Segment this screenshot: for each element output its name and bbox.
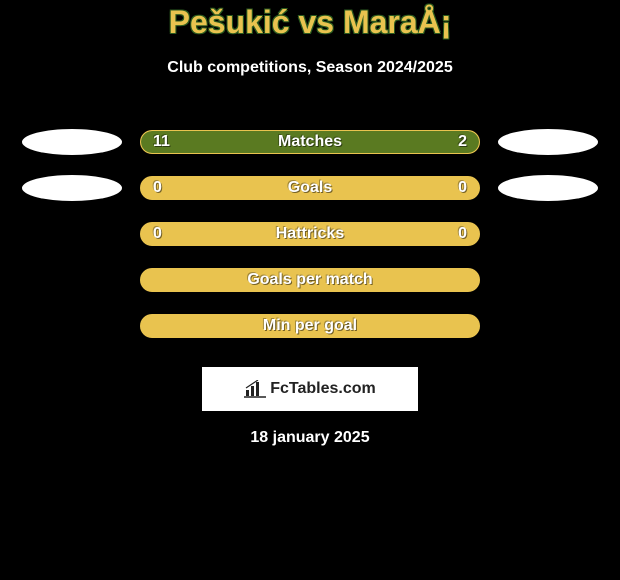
brand-text: FcTables.com: [270, 380, 376, 398]
stat-label: Matches: [278, 133, 342, 151]
page-title: Pešukić vs MaraÅ¡: [0, 4, 620, 41]
stats-rows: 11 Matches 2 0 Goals 0 0 Hattr: [0, 119, 620, 349]
date: 18 january 2025: [0, 429, 620, 447]
player-right-oval: [498, 221, 598, 247]
player-left-oval: [22, 313, 122, 339]
player-left-oval: [22, 267, 122, 293]
stat-label: Goals per match: [247, 271, 372, 289]
stat-bar: 0 Hattricks 0: [140, 222, 480, 246]
stat-left-value: 0: [153, 225, 162, 243]
subtitle: Club competitions, Season 2024/2025: [0, 59, 620, 77]
stat-row: 0 Hattricks 0: [0, 211, 620, 257]
stat-right-value: 0: [458, 225, 467, 243]
bar-fill-right: [405, 131, 479, 153]
stat-label: Hattricks: [276, 225, 344, 243]
bar-fill-left: [141, 131, 405, 153]
stat-bar: Min per goal: [140, 314, 480, 338]
attribution-box: FcTables.com: [202, 367, 418, 411]
player-left-oval: [22, 221, 122, 247]
player-right-oval: [498, 267, 598, 293]
stat-bar: 11 Matches 2: [140, 130, 480, 154]
chart-icon: [244, 380, 266, 398]
stat-right-value: 2: [458, 133, 467, 151]
stat-left-value: 11: [153, 133, 170, 151]
player-left-oval: [22, 129, 122, 155]
stat-bar: Goals per match: [140, 268, 480, 292]
player-right-oval: [498, 175, 598, 201]
stat-label: Min per goal: [263, 317, 357, 335]
brand-logo: FcTables.com: [244, 380, 376, 398]
player-right-oval: [498, 129, 598, 155]
comparison-infographic: Pešukić vs MaraÅ¡ Club competitions, Sea…: [0, 0, 620, 447]
stat-label: Goals: [288, 179, 332, 197]
stat-row: Goals per match: [0, 257, 620, 303]
stat-row: 0 Goals 0: [0, 165, 620, 211]
stat-row: Min per goal: [0, 303, 620, 349]
stat-left-value: 0: [153, 179, 162, 197]
stat-bar: 0 Goals 0: [140, 176, 480, 200]
stat-row: 11 Matches 2: [0, 119, 620, 165]
player-right-oval: [498, 313, 598, 339]
stat-right-value: 0: [458, 179, 467, 197]
player-left-oval: [22, 175, 122, 201]
